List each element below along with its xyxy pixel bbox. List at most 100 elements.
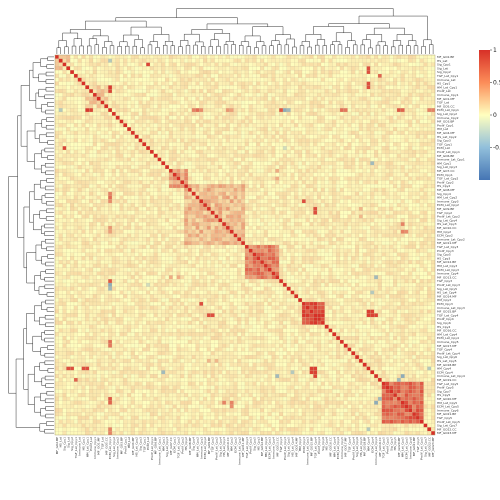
heatmap-cell	[111, 199, 116, 204]
dendrogram-branch	[269, 45, 274, 54]
heatmap-cell	[237, 89, 242, 94]
heatmap-cell	[73, 100, 78, 105]
dendrogram-branch	[17, 115, 24, 238]
heatmap-cell	[89, 58, 94, 63]
heatmap-cell	[275, 123, 280, 128]
heatmap-cell	[134, 203, 139, 208]
heatmap-cell	[81, 222, 86, 227]
heatmap-cell	[168, 130, 173, 135]
dendrogram-branch	[44, 337, 54, 343]
heatmap-cell	[294, 184, 299, 189]
heatmap-cell	[423, 77, 428, 82]
heatmap-cell	[248, 165, 253, 170]
heatmap-cell	[389, 203, 394, 208]
dendrogram-branch	[123, 34, 139, 42]
heatmap-cell	[267, 54, 272, 59]
heatmap-cell	[336, 191, 341, 196]
heatmap-cell	[343, 89, 348, 94]
heatmap-cell	[92, 187, 97, 192]
heatmap-cell	[366, 108, 371, 113]
heatmap-cell	[412, 62, 417, 67]
heatmap-cell	[66, 66, 71, 71]
heatmap-cell	[237, 191, 242, 196]
heatmap-cell	[427, 172, 432, 177]
heatmap-cell	[119, 70, 124, 75]
heatmap-cell	[115, 199, 120, 204]
heatmap-cell	[180, 70, 185, 75]
heatmap-cell	[419, 70, 424, 75]
heatmap-cell	[104, 180, 109, 185]
heatmap-cell	[85, 70, 90, 75]
heatmap-cell	[241, 77, 246, 82]
heatmap-cell	[263, 85, 268, 90]
heatmap-cell	[362, 70, 367, 75]
heatmap-cell	[176, 184, 181, 189]
heatmap-cell	[89, 176, 94, 181]
heatmap-cell	[111, 165, 116, 170]
heatmap-cell	[100, 161, 105, 166]
heatmap-cell	[260, 123, 265, 128]
heatmap-cell	[172, 233, 177, 238]
heatmap-cell	[301, 77, 306, 82]
heatmap-cell	[332, 176, 337, 181]
heatmap-cell	[374, 195, 379, 200]
heatmap-cell	[161, 206, 166, 211]
heatmap-cell	[324, 81, 329, 86]
heatmap-cell	[153, 180, 158, 185]
heatmap-cell	[96, 195, 101, 200]
heatmap-cell	[199, 115, 204, 120]
heatmap-cell	[229, 168, 234, 173]
heatmap-cell	[241, 130, 246, 135]
heatmap-cell	[389, 81, 394, 86]
heatmap-cell	[260, 89, 265, 94]
heatmap-cell	[385, 130, 390, 135]
heatmap-cell	[279, 146, 284, 151]
heatmap-cell	[138, 70, 143, 75]
heatmap-cell	[85, 184, 90, 189]
heatmap-cell	[210, 66, 215, 71]
heatmap-cell	[343, 153, 348, 158]
heatmap-cell	[165, 70, 170, 75]
heatmap-cell	[70, 195, 75, 200]
heatmap-cell	[134, 218, 139, 223]
heatmap-cell	[248, 62, 253, 67]
heatmap-cell	[298, 127, 303, 132]
heatmap-cell	[85, 165, 90, 170]
heatmap-cell	[241, 153, 246, 158]
heatmap-cell	[351, 127, 356, 132]
heatmap-cell	[396, 225, 401, 230]
heatmap-cell	[149, 206, 154, 211]
heatmap-cell	[176, 180, 181, 185]
heatmap-cell	[108, 165, 113, 170]
heatmap-cell	[149, 66, 154, 71]
heatmap-cell	[233, 81, 238, 86]
heatmap-cell	[431, 142, 436, 147]
heatmap-cell	[404, 108, 409, 113]
heatmap-cell	[241, 229, 246, 234]
heatmap-cell	[313, 195, 318, 200]
heatmap-cell	[260, 127, 265, 132]
heatmap-cell	[218, 172, 223, 177]
heatmap-cell	[408, 142, 413, 147]
heatmap-cell	[309, 142, 314, 147]
heatmap-cell	[351, 153, 356, 158]
heatmap-cell	[267, 77, 272, 82]
heatmap-cell	[415, 85, 420, 90]
heatmap-cell	[332, 85, 337, 90]
heatmap-cell	[339, 146, 344, 151]
heatmap-cell	[237, 115, 242, 120]
heatmap-cell	[275, 199, 280, 204]
heatmap-cell	[290, 119, 295, 124]
heatmap-cell	[366, 77, 371, 82]
heatmap-cell	[419, 229, 424, 234]
heatmap-cell	[377, 81, 382, 86]
heatmap-cell	[389, 229, 394, 234]
heatmap-cell	[123, 203, 128, 208]
heatmap-cell	[54, 222, 59, 227]
heatmap-cell	[317, 85, 322, 90]
heatmap-cell	[370, 81, 375, 86]
heatmap-cell	[355, 123, 360, 128]
heatmap-cell	[290, 157, 295, 162]
heatmap-cell	[404, 172, 409, 177]
heatmap-cell	[149, 130, 154, 135]
